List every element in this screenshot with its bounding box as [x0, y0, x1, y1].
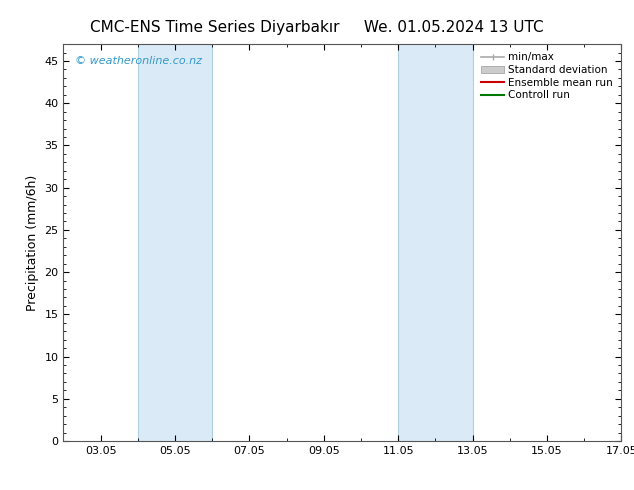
Text: CMC-ENS Time Series Diyarbakır     We. 01.05.2024 13 UTC: CMC-ENS Time Series Diyarbakır We. 01.05… [90, 20, 544, 35]
Legend: min/max, Standard deviation, Ensemble mean run, Controll run: min/max, Standard deviation, Ensemble me… [478, 49, 616, 103]
Bar [398, 44, 472, 441]
Text: © weatheronline.co.nz: © weatheronline.co.nz [75, 56, 202, 66]
Y-axis label: Precipitation (mm/6h): Precipitation (mm/6h) [26, 174, 39, 311]
Bar [138, 44, 212, 441]
